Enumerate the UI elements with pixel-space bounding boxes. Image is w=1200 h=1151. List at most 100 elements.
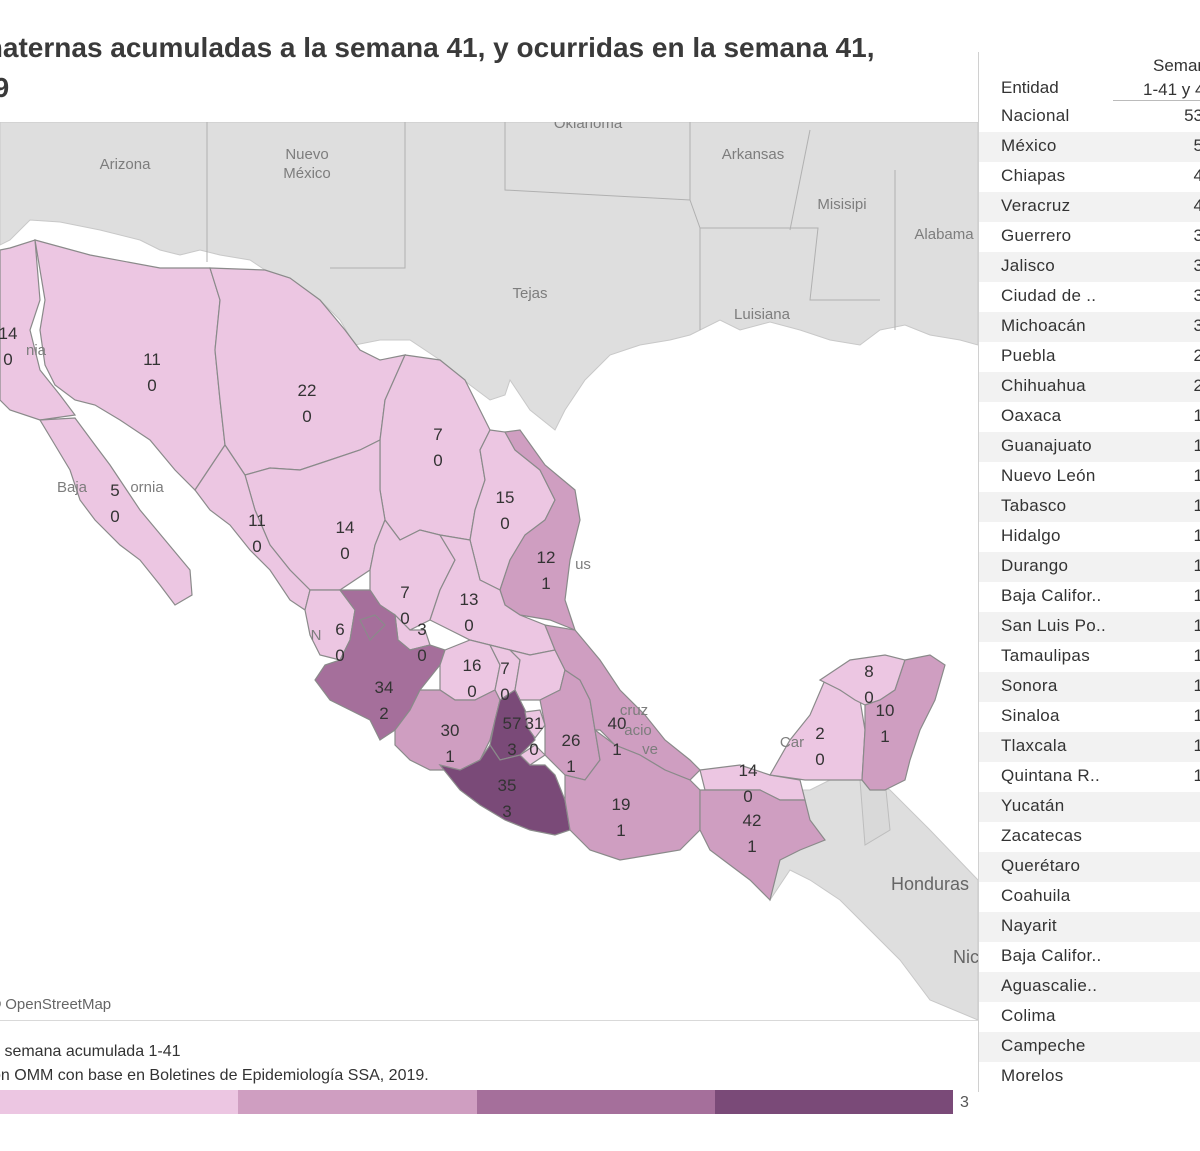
table-row[interactable]: Oaxaca 1 [979,402,1200,432]
geo-label-baja-a: Baja [57,479,88,496]
state-ciudad-de-mexico[interactable] [524,709,546,740]
table-row-entity: San Luis Po.. [1001,616,1107,635]
table-row-entity: Colima [1001,1006,1056,1025]
table-row-entity: Sonora [1001,676,1058,695]
state-label-sonora-total: 11 [143,350,161,369]
table-row[interactable]: Zacatecas [979,822,1200,852]
table-row[interactable]: Tlaxcala 1 [979,732,1200,762]
table-row[interactable]: Coahuila [979,882,1200,912]
state-chiapas[interactable] [699,789,826,902]
table-row[interactable]: Veracruz 4 [979,192,1200,222]
table-row-entity: Chiapas [1001,166,1066,185]
table-row[interactable]: Yucatán [979,792,1200,822]
geo-label-veracruz-b: acio [624,722,652,739]
state-label-coahuila-week: 0 [433,451,442,470]
table-row[interactable]: Chihuahua 2 [979,372,1200,402]
state-label-oaxaca-total: 19 [612,795,631,814]
geo-label-nic: Nic [953,947,978,967]
table-row-value: 1 [1194,736,1200,756]
table-row-value: 1 [1194,646,1200,666]
table-row-entity: Oaxaca [1001,406,1062,425]
table-row-entity: Ciudad de .. [1001,286,1097,305]
table-row[interactable]: México 5 [979,132,1200,162]
chart-title-line-2: 19 [0,72,10,103]
mexico-map[interactable]: Oklahoma Arizona Nuevo México Arkansas M… [0,122,978,1020]
table-row[interactable]: San Luis Po.. 1 [979,612,1200,642]
table-header-semana-2[interactable]: 1-41 y 4 [1143,80,1200,99]
state-label-jalisco-total: 34 [375,678,394,697]
table-row[interactable]: Sonora 1 [979,672,1200,702]
state-label-quintana-roo-week: 1 [880,727,889,746]
entity-table[interactable]: Entidad Seman 1-41 y 4 Nacional53México5… [978,52,1200,1092]
state-baja-california[interactable] [0,239,77,421]
state-label-veracruz-week: 1 [612,740,621,759]
state-label-baja-california-sur-total: 5 [110,481,119,500]
table-row-entity: Aguascalie.. [1001,976,1098,995]
table-row[interactable]: Michoacán 3 [979,312,1200,342]
table-row[interactable]: Guerrero 3 [979,222,1200,252]
table-row[interactable]: Baja Califor.. 1 [979,582,1200,612]
table-row[interactable]: Nuevo León 1 [979,462,1200,492]
state-label-yucatan-total: 8 [864,662,873,681]
state-label-ciudad-de-mexico-total: 31 [525,714,544,733]
geo-label-nia: nia [26,342,47,359]
table-row-value: 1 [1194,706,1200,726]
geo-label-tejas: Tejas [512,285,547,302]
state-label-coahuila-total: 7 [433,425,442,444]
table-row[interactable]: Hidalgo 1 [979,522,1200,552]
state-mexico[interactable] [489,689,536,761]
state-baja-california-sur[interactable] [38,417,193,606]
state-michoacan[interactable] [394,689,501,771]
table-row[interactable]: Baja Califor.. [979,942,1200,972]
table-row[interactable]: Jalisco 3 [979,252,1200,282]
table-row-entity: Nuevo León [1001,466,1096,485]
state-label-tamaulipas-total: 12 [537,548,556,567]
state-label-puebla-total: 26 [562,731,581,750]
map-attribution[interactable]: © OpenStreetMap [0,996,111,1013]
state-guerrero[interactable] [438,743,571,836]
state-label-nayarit-total: 6 [335,620,344,639]
table-row[interactable]: Chiapas 4 [979,162,1200,192]
table-row[interactable]: Sinaloa 1 [979,702,1200,732]
table-row[interactable]: Nacional 53 [979,102,1200,132]
us-state-borders [206,122,896,330]
table-row[interactable]: Campeche [979,1032,1200,1062]
table-row[interactable]: Tabasco 1 [979,492,1200,522]
state-label-veracruz-total: 40 [608,714,627,733]
table-row[interactable]: Guanajuato 1 [979,432,1200,462]
state-label-guerrero-week: 3 [502,802,511,821]
table-row-entity: Zacatecas [1001,826,1083,845]
state-label-sonora-week: 0 [147,376,156,395]
table-row-entity: Chihuahua [1001,376,1086,395]
table-row[interactable]: Quintana R.. 1 [979,762,1200,792]
state-label-durango-week: 0 [340,544,349,563]
table-row[interactable]: Querétaro [979,852,1200,882]
table-row-value: 4 [1194,196,1200,216]
table-row[interactable]: Durango 1 [979,552,1200,582]
table-row-value: 4 [1194,166,1200,186]
table-row-value: 1 [1194,556,1200,576]
table-row-entity: Baja Califor.. [1001,586,1102,605]
table-row[interactable]: Ciudad de .. 3 [979,282,1200,312]
table-header-semana-1[interactable]: Seman [1153,56,1200,75]
state-label-guanajuato-total: 16 [463,656,482,675]
table-row-value: 1 [1194,526,1200,546]
table-row[interactable]: Nayarit [979,912,1200,942]
geo-label-veracruz-c: ve [642,741,658,758]
table-header-entidad[interactable]: Entidad [1001,78,1059,97]
state-label-queretaro-week: 0 [500,685,509,704]
table-row[interactable]: Aguascalie.. [979,972,1200,1002]
geo-label-arizona: Arizona [100,156,152,173]
state-label-sinaloa-week: 0 [252,537,261,556]
state-quintana-roo[interactable] [861,654,946,791]
table-row[interactable]: Morelos [979,1062,1200,1092]
table-row[interactable]: Colima [979,1002,1200,1032]
map-view[interactable]: Oklahoma Arizona Nuevo México Arkansas M… [0,122,978,1021]
state-label-san-luis-potosi-week: 0 [464,616,473,635]
table-row[interactable]: Puebla 2 [979,342,1200,372]
state-label-baja-california-total: 14 [0,324,17,343]
table-row[interactable]: Tamaulipas 1 [979,642,1200,672]
legend-note-source: ón OMM con base en Boletines de Epidemio… [0,1067,429,1084]
attribution-text[interactable]: OpenStreetMap [5,996,112,1013]
state-label-michoacan-total: 30 [441,721,460,740]
